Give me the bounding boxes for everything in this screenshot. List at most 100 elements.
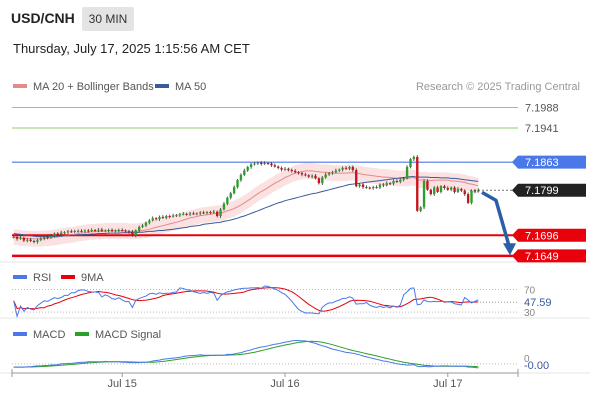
- rsi-line: [13, 285, 479, 319]
- candle-body: [419, 207, 422, 211]
- candle-body: [273, 165, 277, 167]
- candle-body: [466, 194, 470, 203]
- candle-body: [15, 237, 19, 239]
- candle-body: [66, 231, 70, 233]
- candle-body: [195, 213, 199, 215]
- candle-body: [321, 177, 324, 184]
- candle-body: [334, 170, 338, 173]
- candle-body: [310, 175, 314, 177]
- candle-body: [97, 229, 100, 231]
- candle-body: [314, 175, 317, 179]
- macd-signal-legend-swatch: [75, 332, 89, 336]
- candle-body: [151, 218, 154, 221]
- candle-body: [351, 166, 355, 171]
- candle-body: [134, 230, 137, 236]
- candle-body: [453, 187, 456, 192]
- candle-body: [73, 230, 76, 232]
- candle-body: [426, 181, 429, 190]
- candle-body: [436, 187, 439, 192]
- interval-button[interactable]: 30 MIN: [82, 7, 134, 31]
- candle-body: [175, 215, 178, 217]
- candle-body: [32, 240, 36, 242]
- candle-body: [154, 218, 158, 220]
- ma20-legend-label: MA 20 + Bollinger Bands: [33, 81, 154, 93]
- candle-body: [83, 230, 87, 232]
- candle-body: [361, 184, 365, 188]
- ma50-line: [13, 176, 479, 238]
- candle-body: [293, 170, 297, 173]
- candle-body: [219, 209, 222, 217]
- rsi-ma-line: [13, 287, 479, 312]
- candle-body: [53, 233, 56, 236]
- candle-body: [222, 203, 226, 210]
- candle-body: [256, 162, 260, 164]
- candle-body: [297, 172, 300, 174]
- timestamp: Thursday, July 17, 2025 1:15:56 AM CET: [13, 41, 250, 56]
- candle-body: [188, 213, 192, 215]
- price-legend: MA 20 + Bollinger Bands MA 50 Research ©…: [13, 81, 580, 93]
- level-label-box: [512, 228, 586, 242]
- rsi-ma-legend-label: 9MA: [81, 272, 104, 284]
- candle-body: [178, 214, 182, 216]
- candle-body: [402, 178, 405, 180]
- candle-body: [385, 183, 388, 186]
- candle-body: [429, 189, 433, 195]
- rsi-legend-label: RSI: [33, 272, 51, 284]
- forecast-arrow-head: [503, 243, 516, 256]
- level-label-box: [512, 249, 586, 263]
- candle-body: [165, 216, 168, 218]
- candle-body: [348, 166, 351, 169]
- candle-body: [433, 187, 436, 195]
- x-axis: Jul 15 Jul 16 Jul 17: [11, 369, 519, 390]
- x-tick-label: Jul 15: [108, 378, 137, 390]
- candle-body: [26, 239, 29, 241]
- candle-body: [22, 237, 26, 241]
- candle-body: [239, 174, 243, 181]
- candle-body: [124, 230, 127, 232]
- candle-body: [266, 163, 270, 165]
- candle-body: [232, 187, 236, 194]
- macd-legend-label: MACD: [33, 329, 65, 341]
- candle-body: [443, 186, 446, 189]
- candle-body: [416, 156, 419, 211]
- macd-line: [13, 340, 479, 369]
- candle-body: [243, 170, 246, 175]
- rsi-legend-swatch: [13, 275, 27, 279]
- candle-body: [202, 212, 205, 214]
- macd-panel: 0-0.00: [12, 340, 549, 372]
- x-tick-label: Jul 17: [433, 378, 462, 390]
- ma20-line: [13, 170, 479, 240]
- x-tick-label: Jul 16: [270, 378, 299, 390]
- candle-body: [263, 163, 266, 165]
- candle-body: [49, 235, 53, 238]
- level-label: 7.1941: [525, 123, 559, 135]
- candle-body: [131, 231, 134, 236]
- candle-body: [90, 230, 93, 232]
- bollinger-band-area: [13, 163, 479, 247]
- candle-body: [405, 166, 409, 179]
- candle-body: [399, 179, 402, 182]
- rsi-ma-legend-swatch: [61, 275, 75, 279]
- candle-body: [327, 173, 331, 175]
- moving-averages: [13, 170, 479, 240]
- candle-body: [236, 180, 239, 188]
- candle-body: [205, 212, 209, 214]
- candle-body: [80, 230, 83, 232]
- candle-body: [280, 167, 283, 170]
- rsi-ref-label: 70: [524, 286, 536, 297]
- level-label: 7.1799: [525, 185, 559, 197]
- candle-body: [148, 220, 151, 223]
- candle-body: [446, 188, 449, 190]
- candle-body: [249, 164, 253, 167]
- candle-body: [137, 226, 141, 231]
- candle-body: [388, 183, 392, 185]
- candle-body: [422, 181, 426, 208]
- candle-body: [144, 222, 148, 226]
- level-label-box: [512, 183, 586, 197]
- candle-body: [56, 233, 59, 235]
- candle-body: [270, 163, 273, 166]
- candle-body: [304, 174, 307, 176]
- candle-body: [317, 178, 321, 184]
- candle-body: [344, 167, 348, 169]
- candle-body: [127, 231, 131, 233]
